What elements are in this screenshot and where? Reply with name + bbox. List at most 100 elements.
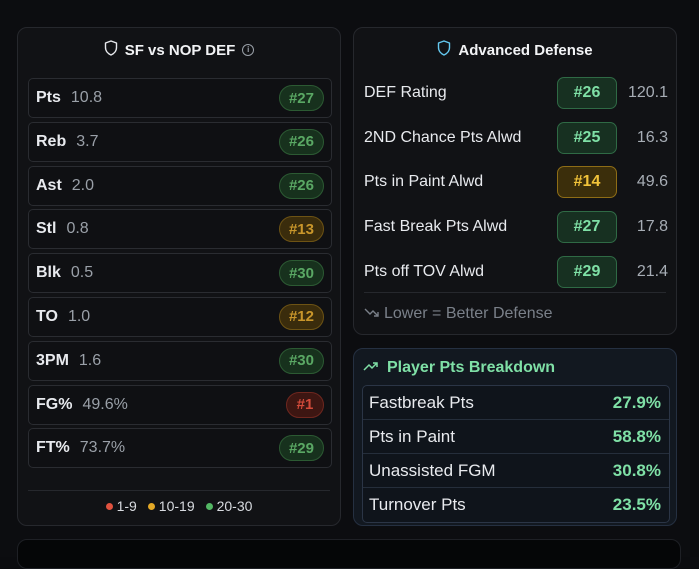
next-panel-edge	[17, 539, 681, 569]
advanced-row: Fast Break Pts Alwd #27 17.8	[364, 205, 668, 250]
rank-badge: #25	[557, 121, 617, 154]
advanced-stat-name: 2ND Chance Pts Alwd	[364, 128, 522, 146]
advanced-stat-right: #27 17.8	[557, 211, 668, 244]
advanced-defense-header: Advanced Defense	[354, 28, 676, 72]
rank-badge: #27	[557, 211, 617, 244]
advanced-defense-panel: Advanced Defense DEF Rating #26 120.1 2ND C…	[353, 27, 677, 335]
stat-row: Reb 3.7 #26	[28, 121, 332, 162]
legend-item: 20-30	[205, 498, 253, 514]
defense-note: Lower = Better Defense	[364, 305, 553, 323]
advanced-row: Pts off TOV Alwd #29 21.4	[364, 249, 668, 294]
advanced-row: Pts in Paint Alwd #14 49.6	[364, 160, 668, 205]
divider	[364, 292, 666, 293]
matchup-title: SF vs NOP DEF	[124, 41, 236, 59]
breakdown-value: 58.8%	[612, 426, 661, 446]
advanced-stat-value: 16.3	[636, 128, 668, 146]
advanced-stat-value: 120.1	[627, 84, 668, 102]
breakdown-name: Unassisted FGM	[369, 460, 496, 480]
stat-value: 0.5	[70, 264, 94, 282]
advanced-stat-name: Pts off TOV Alwd	[364, 262, 485, 280]
stat-cell: 3PM 1.6	[36, 352, 101, 370]
rank-badge: #26	[278, 128, 324, 155]
legend-dot	[205, 502, 213, 510]
stat-value: 49.6%	[82, 395, 128, 413]
advanced-stat-right: #26 120.1	[557, 77, 668, 110]
stat-name: 3PM	[36, 351, 69, 369]
breakdown-value: 30.8%	[612, 460, 661, 480]
shield-icon	[104, 40, 118, 60]
rank-badge: #1	[286, 391, 324, 418]
scrollbar-track[interactable]	[690, 0, 699, 557]
rank-badge: #14	[557, 166, 617, 199]
trending-down-icon	[364, 305, 380, 323]
stat-value: 3.7	[76, 132, 99, 150]
legend-label: 20-30	[216, 498, 253, 514]
breakdown-header: Player Pts Breakdown	[363, 359, 555, 377]
rank-badge: #30	[278, 347, 324, 374]
advanced-defense-title: Advanced Defense	[458, 41, 593, 59]
advanced-stat-name: Pts in Paint Alwd	[364, 173, 484, 191]
matchup-panel: SF vs NOP DEF i Pts 10.8 #27 Reb 3.7 #26 Ast 2.…	[17, 27, 341, 526]
stat-cell: Ast 2.0	[36, 177, 94, 195]
legend-label: 10-19	[158, 498, 195, 514]
advanced-defense-list: DEF Rating #26 120.1 2ND Chance Pts Alwd #25…	[364, 71, 668, 294]
stat-row: Ast 2.0 #26	[28, 165, 332, 206]
breakdown-name: Turnover Pts	[369, 495, 466, 514]
stat-row: Blk 0.5 #30	[28, 253, 332, 294]
matchup-panel-header: SF vs NOP DEF i	[18, 28, 340, 72]
legend-dot	[105, 502, 113, 510]
stat-row: Stl 0.8 #13	[28, 209, 332, 250]
rank-badge: #12	[278, 303, 324, 330]
app-frame: SF vs NOP DEF i Pts 10.8 #27 Reb 3.7 #26 Ast 2.…	[17, 0, 699, 569]
rank-badge: #26	[557, 77, 617, 110]
stat-value: 2.0	[71, 176, 95, 194]
advanced-stat-right: #29 21.4	[557, 255, 668, 288]
breakdown-row: Unassisted FGM 30.8%	[363, 454, 669, 488]
stat-name: TO	[36, 307, 58, 325]
stat-row: FG% 49.6% #1	[28, 384, 332, 425]
legend-label: 1-9	[116, 498, 137, 514]
advanced-stat-name: Fast Break Pts Alwd	[364, 218, 508, 236]
advanced-stat-value: 17.8	[636, 218, 668, 236]
stat-name: Ast	[36, 176, 62, 194]
breakdown-row: Fastbreak Pts 27.9%	[363, 386, 669, 420]
stat-value: 10.8	[70, 89, 103, 106]
rank-badge: #27	[278, 85, 324, 111]
defense-note-text: Lower = Better Defense	[384, 305, 553, 322]
advanced-row: 2ND Chance Pts Alwd #25 16.3	[364, 116, 668, 161]
advanced-stat-value: 21.4	[636, 262, 668, 280]
breakdown-row: Turnover Pts 23.5%	[363, 488, 669, 522]
stat-value: 73.7%	[79, 439, 126, 457]
stat-cell: TO 1.0	[36, 308, 90, 326]
legend-item: 1-9	[105, 498, 137, 514]
stat-row: Pts 10.8 #27	[28, 78, 332, 118]
stat-name: Blk	[36, 264, 61, 282]
stat-cell: Reb 3.7	[36, 133, 98, 151]
info-icon[interactable]: i	[242, 44, 255, 56]
stat-cell: Pts 10.8	[36, 89, 102, 107]
rank-badge: #13	[278, 216, 324, 243]
stat-value: 1.6	[78, 351, 102, 369]
legend-dot	[147, 502, 155, 510]
breakdown-name: Pts in Paint	[369, 426, 455, 446]
breakdown-row: Pts in Paint 58.8%	[363, 420, 669, 454]
trending-up-icon	[363, 359, 379, 377]
stat-row: 3PM 1.6 #30	[28, 340, 332, 381]
stat-name: Pts	[36, 89, 61, 106]
stat-name: FG%	[36, 395, 73, 413]
breakdown-title: Player Pts Breakdown	[387, 359, 556, 376]
advanced-stat-name: DEF Rating	[364, 84, 447, 102]
advanced-stat-right: #25 16.3	[557, 121, 668, 154]
stat-value: 0.8	[66, 220, 89, 238]
breakdown-value: 23.5%	[612, 495, 661, 514]
matchup-stat-list: Pts 10.8 #27 Reb 3.7 #26 Ast 2.0 #26 Stl 0.8 #13 Blk…	[28, 78, 332, 472]
divider	[28, 490, 330, 491]
stat-name: Reb	[36, 132, 67, 150]
stat-name: Stl	[36, 220, 57, 238]
rank-badge: #29	[557, 255, 617, 288]
rank-badge: #29	[278, 435, 324, 462]
advanced-stat-right: #14 49.6	[557, 166, 668, 199]
rank-legend: 1-9 10-19 20-30	[18, 498, 340, 514]
stat-cell: FG% 49.6%	[36, 396, 128, 414]
stat-cell: Blk 0.5	[36, 264, 93, 282]
